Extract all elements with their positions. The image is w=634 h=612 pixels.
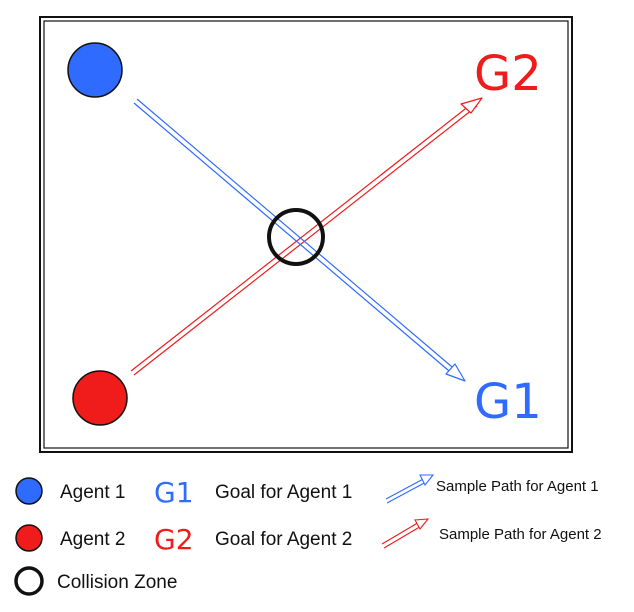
agent2-circle bbox=[72, 370, 128, 426]
agent2-path-arrow bbox=[130, 97, 483, 376]
collision-zone-circle bbox=[267, 208, 325, 266]
legend-agent1-swatch bbox=[15, 477, 43, 505]
agent1-path-arrow bbox=[133, 98, 466, 382]
legend-collision-label: Collision Zone bbox=[57, 572, 177, 593]
legend-agent2-label: Agent 2 bbox=[60, 529, 126, 550]
legend-path2-arrow-icon bbox=[381, 518, 430, 549]
legend-path2-desc: Sample Path for Agent 2 bbox=[439, 526, 602, 543]
environment-frame bbox=[39, 16, 573, 453]
legend-path1-arrow-icon bbox=[385, 474, 435, 504]
legend-agent1-label: Agent 1 bbox=[60, 482, 126, 503]
legend-agent2-swatch bbox=[15, 524, 43, 552]
legend-goal2-desc: Goal for Agent 2 bbox=[215, 529, 352, 550]
legend-g2-label: G2 bbox=[154, 523, 194, 556]
goal1-label: G1 bbox=[474, 374, 542, 430]
legend-collision-swatch bbox=[14, 566, 44, 596]
legend: Agent 1 G1 Goal for Agent 1 Sample Path … bbox=[14, 474, 602, 596]
legend-goal1-desc: Goal for Agent 1 bbox=[215, 482, 352, 503]
agent1-circle bbox=[67, 42, 123, 98]
goal2-label: G2 bbox=[474, 46, 542, 102]
legend-g1-label: G1 bbox=[154, 476, 194, 509]
legend-path1-desc: Sample Path for Agent 1 bbox=[436, 478, 599, 495]
